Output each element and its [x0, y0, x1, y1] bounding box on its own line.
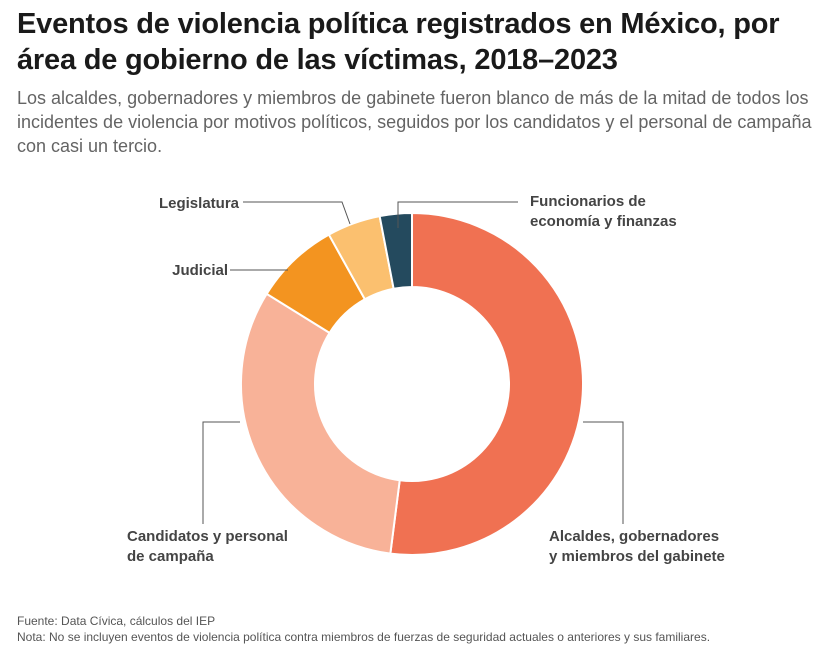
- slice-label-0-line-0: Alcaldes, gobernadores: [549, 528, 719, 545]
- methodology-note: Nota: No se incluyen eventos de violenci…: [17, 630, 711, 644]
- slice-label-2-line-0: Judicial: [172, 262, 228, 279]
- chart-title: Eventos de violencia política registrado…: [17, 8, 780, 76]
- slice-1: [240, 292, 401, 555]
- slice-label-4-line-1: economía y finanzas: [530, 213, 677, 230]
- footer: Fuente: Data Cívica, cálculos del IEP No…: [17, 613, 710, 645]
- slice-label-3-line-0: Legislatura: [159, 195, 240, 212]
- chart-subtitle: Los alcaldes, gobernadores y miembros de…: [17, 88, 812, 156]
- slice-0: [389, 211, 585, 556]
- leader-line-4: [397, 201, 518, 228]
- slice-label-1-line-1: de campaña: [127, 548, 214, 565]
- leader-line-0: [583, 421, 624, 524]
- leader-line-1: [202, 421, 240, 524]
- slice-4: [378, 211, 413, 290]
- source-note: Fuente: Data Cívica, cálculos del IEP: [17, 614, 216, 628]
- slice-label-4-line-0: Funcionarios de: [530, 193, 646, 210]
- slice-label-1-line-0: Candidatos y personal: [127, 528, 288, 545]
- slice-label-0-line-1: y miembros del gabinete: [549, 548, 725, 565]
- leader-line-3: [243, 201, 351, 225]
